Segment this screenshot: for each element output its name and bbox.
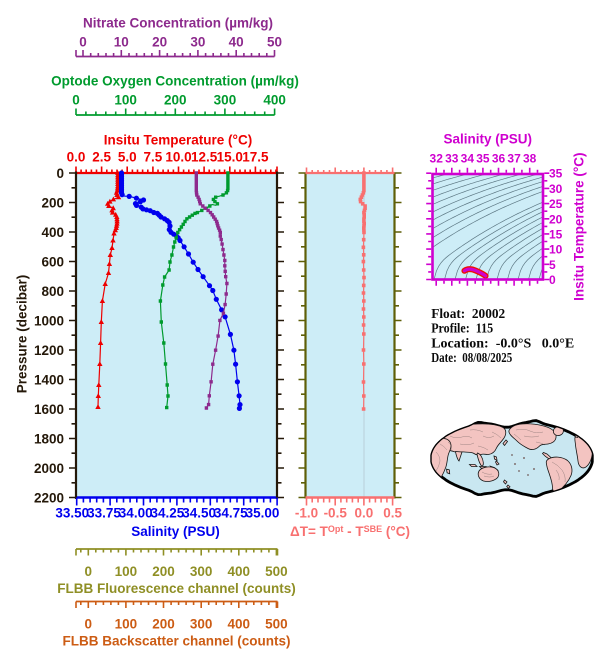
svg-text:32: 32 [430,152,444,166]
svg-text:Optode Oxygen Concentration (µ: Optode Oxygen Concentration (µm/kg) [51,74,299,89]
svg-text:400: 400 [263,93,286,108]
svg-text:33: 33 [445,152,459,166]
svg-text:500: 500 [265,564,288,579]
svg-text:15: 15 [549,227,563,241]
svg-text:17.5: 17.5 [242,150,269,165]
svg-text:10: 10 [549,243,563,257]
svg-text:35: 35 [549,167,563,181]
svg-text:0.0: 0.0 [355,506,374,521]
svg-text:7.5: 7.5 [143,150,162,165]
svg-text:12.5: 12.5 [191,150,218,165]
svg-text:35.00: 35.00 [246,506,280,521]
svg-text:34.00: 34.00 [119,506,153,521]
svg-text:0: 0 [549,273,556,287]
svg-text:20: 20 [549,212,563,226]
svg-text:36: 36 [492,152,506,166]
svg-text:10: 10 [114,35,129,50]
svg-text:Salinity (PSU): Salinity (PSU) [444,132,533,147]
svg-text:400: 400 [228,564,251,579]
svg-text:100: 100 [115,564,138,579]
svg-text:30: 30 [190,35,205,50]
svg-text:33.50: 33.50 [55,506,89,521]
svg-text:Salinity (PSU): Salinity (PSU) [131,524,220,539]
svg-text:Profile: 115: Profile: 115 [431,322,493,337]
svg-text:0: 0 [85,617,93,632]
svg-text:200: 200 [152,564,175,579]
svg-text:Insitu Temperature (°C): Insitu Temperature (°C) [572,152,587,300]
svg-text:0.5: 0.5 [383,506,402,521]
svg-text:200: 200 [41,195,64,210]
svg-text:0: 0 [72,93,80,108]
svg-text:200: 200 [152,617,175,632]
svg-text:1200: 1200 [34,343,64,358]
svg-text:ΔT= TOpt - TSBE (°C): ΔT= TOpt - TSBE (°C) [290,524,410,539]
svg-text:1000: 1000 [34,313,64,328]
svg-text:0: 0 [79,35,87,50]
svg-text:50: 50 [267,35,282,50]
svg-text:34.25: 34.25 [151,506,185,521]
svg-text:30: 30 [549,182,563,196]
svg-text:300: 300 [190,564,213,579]
svg-text:Pressure (decibar): Pressure (decibar) [15,275,30,394]
svg-text:500: 500 [265,617,288,632]
svg-text:0: 0 [56,166,64,181]
svg-text:400: 400 [41,225,64,240]
svg-text:40: 40 [229,35,244,50]
svg-text:0.0: 0.0 [67,150,86,165]
svg-text:5: 5 [549,258,556,272]
svg-text:300: 300 [214,93,237,108]
svg-text:300: 300 [190,617,213,632]
svg-text:38: 38 [523,152,537,166]
svg-text:100: 100 [115,617,138,632]
svg-text:1400: 1400 [34,372,64,387]
svg-text:20: 20 [152,35,167,50]
svg-text:Float: 20002: Float: 20002 [431,307,505,322]
svg-text:33.75: 33.75 [87,506,121,521]
svg-text:600: 600 [41,254,64,269]
svg-text:2000: 2000 [34,461,64,476]
svg-text:34.50: 34.50 [182,506,216,521]
svg-text:2.5: 2.5 [92,150,111,165]
svg-text:-0.5: -0.5 [324,506,348,521]
svg-text:1600: 1600 [34,402,64,417]
svg-text:800: 800 [41,284,64,299]
svg-text:34: 34 [461,152,475,166]
svg-text:FLBB Backscatter channel (coun: FLBB Backscatter channel (counts) [62,634,290,649]
svg-text:10.0: 10.0 [165,150,191,165]
svg-text:Nitrate Concentration (µm/kg): Nitrate Concentration (µm/kg) [83,16,273,31]
svg-text:200: 200 [164,93,187,108]
svg-text:35: 35 [476,152,490,166]
svg-text:FLBB Fluorescence channel (cou: FLBB Fluorescence channel (counts) [57,581,296,596]
svg-text:400: 400 [228,617,251,632]
svg-text:Insitu Temperature (°C): Insitu Temperature (°C) [104,133,252,148]
svg-text:0: 0 [85,564,93,579]
svg-text:100: 100 [114,93,137,108]
svg-text:34.75: 34.75 [214,506,248,521]
svg-text:15.0: 15.0 [217,150,243,165]
svg-text:1800: 1800 [34,431,64,446]
svg-text:Location: -0.0°S 0.0°E: Location: -0.0°S 0.0°E [431,336,574,351]
svg-text:-1.0: -1.0 [295,506,318,521]
svg-text:37: 37 [507,152,521,166]
svg-text:25: 25 [549,197,563,211]
svg-text:2200: 2200 [34,490,64,505]
svg-text:Date: 08/08/2025: Date: 08/08/2025 [431,351,512,366]
svg-text:5.0: 5.0 [118,150,137,165]
